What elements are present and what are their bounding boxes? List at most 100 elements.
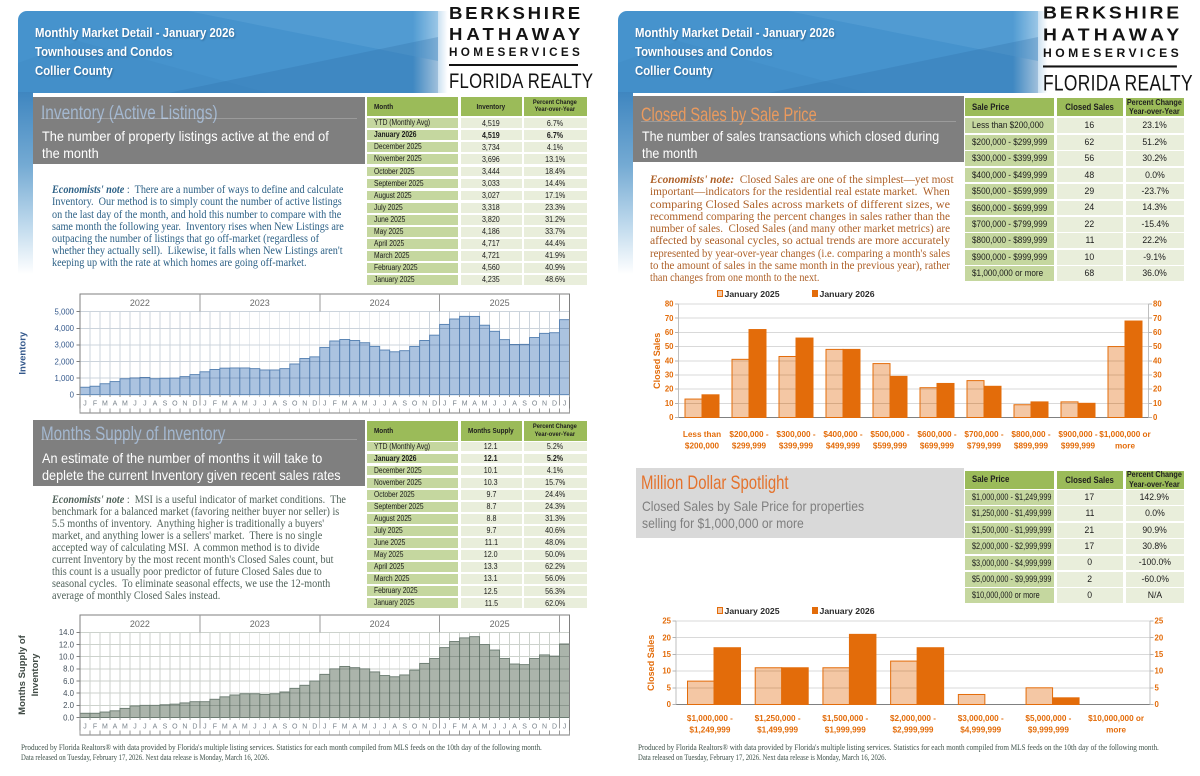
svg-text:J: J <box>383 723 387 730</box>
svg-text:Inventory: Inventory <box>18 331 29 374</box>
svg-text:20: 20 <box>1153 384 1162 393</box>
svg-text:M: M <box>482 401 488 408</box>
svg-text:$700,000 -: $700,000 - <box>964 430 1003 439</box>
svg-text:$400,000 -: $400,000 - <box>823 430 862 439</box>
svg-text:M: M <box>342 723 348 730</box>
svg-text:10.0: 10.0 <box>59 652 75 661</box>
svg-text:M: M <box>462 401 468 408</box>
svg-text:O: O <box>412 401 418 408</box>
svg-text:$1,000,000 or: $1,000,000 or <box>1099 430 1151 439</box>
svg-text:Closed Sales: Closed Sales <box>646 635 656 691</box>
svg-text:M: M <box>362 401 368 408</box>
svg-text:$999,999: $999,999 <box>1061 441 1096 450</box>
svg-text:S: S <box>163 401 168 408</box>
svg-text:J: J <box>383 401 387 408</box>
svg-text:$799,999: $799,999 <box>967 441 1002 450</box>
svg-text:$899,999: $899,999 <box>1014 441 1049 450</box>
svg-text:2,000: 2,000 <box>54 358 74 367</box>
svg-text:$600,000 -: $600,000 - <box>917 430 956 439</box>
svg-text:S: S <box>402 723 407 730</box>
svg-text:D: D <box>192 723 197 730</box>
svg-text:A: A <box>272 401 277 408</box>
svg-text:4,000: 4,000 <box>54 324 74 333</box>
svg-text:S: S <box>402 401 407 408</box>
svg-text:J: J <box>373 401 377 408</box>
svg-text:12.0: 12.0 <box>59 640 75 649</box>
svg-text:D: D <box>312 401 317 408</box>
svg-text:O: O <box>532 401 538 408</box>
svg-text:N: N <box>182 401 187 408</box>
svg-text:20: 20 <box>1155 633 1164 642</box>
svg-text:M: M <box>362 723 368 730</box>
svg-text:M: M <box>122 401 128 408</box>
svg-text:$4,999,999: $4,999,999 <box>960 726 1001 735</box>
svg-text:$200,000 -: $200,000 - <box>729 430 768 439</box>
svg-text:Less than: Less than <box>683 430 721 439</box>
svg-text:50: 50 <box>1153 342 1162 351</box>
svg-text:N: N <box>302 723 307 730</box>
svg-text:J: J <box>493 401 497 408</box>
svg-text:$699,999: $699,999 <box>920 441 955 450</box>
svg-text:F: F <box>452 401 456 408</box>
svg-text:S: S <box>522 723 527 730</box>
svg-text:N: N <box>422 401 427 408</box>
svg-text:4.0: 4.0 <box>63 689 75 698</box>
svg-text:5,000: 5,000 <box>54 308 74 317</box>
svg-text:2022: 2022 <box>130 298 150 308</box>
svg-text:J: J <box>373 723 377 730</box>
svg-text:J: J <box>203 401 207 408</box>
svg-text:2024: 2024 <box>370 298 390 308</box>
svg-text:D: D <box>552 723 557 730</box>
svg-text:J: J <box>83 723 87 730</box>
svg-text:O: O <box>172 723 178 730</box>
svg-text:N: N <box>182 723 187 730</box>
svg-text:10: 10 <box>665 398 674 407</box>
svg-text:J: J <box>133 401 137 408</box>
svg-text:J: J <box>143 401 147 408</box>
svg-text:S: S <box>522 401 527 408</box>
svg-text:$9,999,999: $9,999,999 <box>1028 726 1069 735</box>
svg-text:M: M <box>102 401 108 408</box>
svg-text:more: more <box>1106 726 1126 735</box>
svg-text:F: F <box>93 401 97 408</box>
svg-text:J: J <box>323 401 327 408</box>
svg-text:0.0: 0.0 <box>63 713 75 722</box>
svg-text:15: 15 <box>1155 650 1164 659</box>
svg-text:30: 30 <box>665 370 674 379</box>
svg-text:2.0: 2.0 <box>63 701 75 710</box>
svg-text:40: 40 <box>1153 356 1162 365</box>
svg-text:50: 50 <box>665 342 674 351</box>
svg-text:$900,000 -: $900,000 - <box>1058 430 1097 439</box>
svg-text:$1,250,000 -: $1,250,000 - <box>755 714 801 723</box>
svg-text:A: A <box>472 723 477 730</box>
svg-text:$2,999,999: $2,999,999 <box>893 726 934 735</box>
svg-text:$800,000 -: $800,000 - <box>1011 430 1050 439</box>
svg-text:O: O <box>292 723 298 730</box>
svg-text:A: A <box>472 401 477 408</box>
svg-text:$499,999: $499,999 <box>826 441 861 450</box>
svg-text:80: 80 <box>1153 299 1162 308</box>
svg-text:M: M <box>462 723 468 730</box>
svg-text:Months Supply of: Months Supply of <box>17 634 28 715</box>
svg-text:F: F <box>333 723 337 730</box>
svg-text:$599,999: $599,999 <box>873 441 908 450</box>
svg-text:A: A <box>512 723 517 730</box>
svg-text:O: O <box>532 723 538 730</box>
svg-text:Inventory: Inventory <box>30 653 41 696</box>
svg-text:J: J <box>323 723 327 730</box>
svg-text:M: M <box>122 723 128 730</box>
svg-text:M: M <box>102 723 108 730</box>
svg-text:J: J <box>493 723 497 730</box>
svg-text:$200,000: $200,000 <box>685 441 720 450</box>
svg-text:F: F <box>452 723 456 730</box>
svg-text:$399,999: $399,999 <box>779 441 814 450</box>
svg-text:F: F <box>93 723 97 730</box>
svg-text:A: A <box>272 723 277 730</box>
svg-text:N: N <box>542 723 547 730</box>
svg-text:M: M <box>482 723 488 730</box>
svg-text:25: 25 <box>1155 617 1164 626</box>
svg-text:J: J <box>503 723 507 730</box>
svg-text:10: 10 <box>662 667 671 676</box>
svg-text:F: F <box>213 401 217 408</box>
svg-text:20: 20 <box>665 384 674 393</box>
